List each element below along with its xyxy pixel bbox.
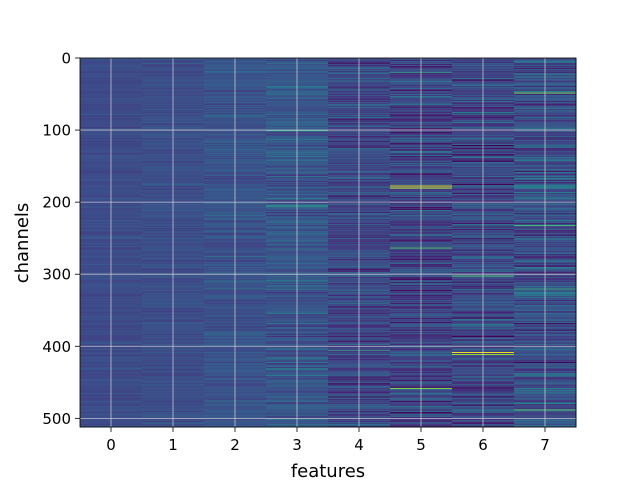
y-tick-label: 100 [42, 122, 71, 140]
x-tick-label: 3 [292, 436, 302, 454]
x-tick-label: 2 [230, 436, 240, 454]
y-tick-label: 0 [61, 50, 71, 68]
x-tick-label: 5 [416, 436, 426, 454]
x-tick-label: 6 [478, 436, 488, 454]
y-tick-label: 500 [42, 410, 71, 428]
y-axis-ticks: 0 100 200 300 400 500 [42, 50, 80, 428]
x-axis-ticks: 0 1 2 3 4 5 6 7 [106, 427, 550, 454]
plot-frame [79, 57, 577, 428]
y-axis-label: channels [12, 203, 33, 284]
x-tick-label: 7 [540, 436, 550, 454]
y-tick-label: 200 [42, 194, 71, 212]
y-tick-label: 300 [42, 266, 71, 284]
x-tick-label: 4 [354, 436, 364, 454]
y-tick-label: 400 [42, 338, 71, 356]
grid-lines [80, 57, 576, 427]
heatmap-cells [80, 58, 577, 428]
x-tick-label: 0 [106, 436, 116, 454]
x-tick-label: 1 [168, 436, 178, 454]
x-axis-label: features [291, 461, 365, 480]
